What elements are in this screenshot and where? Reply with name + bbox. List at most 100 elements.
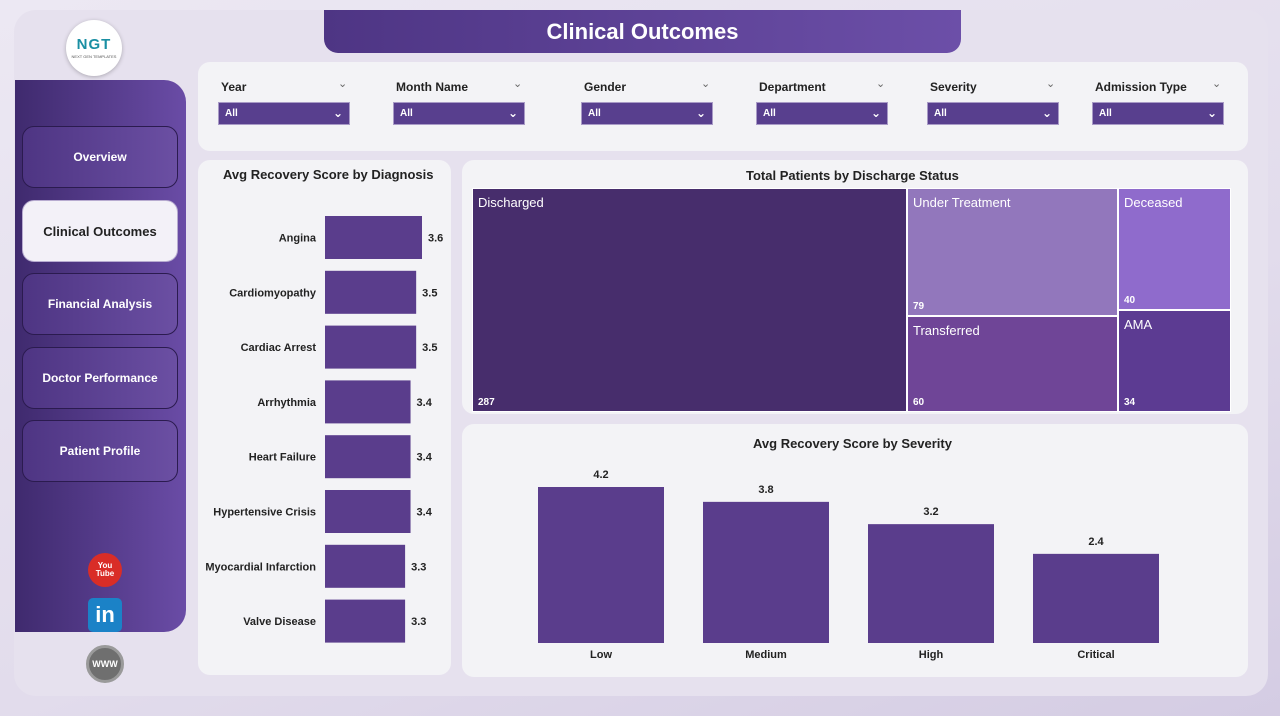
logo-text: NGT	[76, 36, 112, 53]
filter-month-value: All	[400, 108, 413, 119]
filter-admission-label: Admission Type	[1095, 80, 1187, 94]
filter-severity-select[interactable]: All ⌄	[927, 102, 1059, 125]
page-title: Clinical Outcomes	[324, 10, 961, 53]
chevron-down-icon: ⌄	[870, 106, 881, 120]
brand-logo: NGT NEXT GEN TEMPLATES	[66, 20, 122, 76]
data-label: 3.6	[428, 233, 443, 245]
filter-admission-select[interactable]: All ⌄	[1092, 102, 1224, 125]
data-label: 3.8	[758, 484, 773, 496]
youtube-text-tube: Tube	[95, 569, 115, 578]
treemap-value: 287	[478, 397, 495, 408]
data-label: 3.2	[923, 506, 938, 518]
chevron-down-icon[interactable]: ⌄	[1212, 78, 1222, 90]
severity-chart-panel: Avg Recovery Score by Severity 4.2 Low 3.8…	[462, 424, 1248, 677]
data-label: 3.4	[417, 507, 433, 519]
filter-gender-label: Gender	[584, 80, 627, 94]
chevron-down-icon: ⌄	[1041, 106, 1052, 120]
treemap-cell-transferred[interactable]: Transferred 60	[907, 316, 1118, 412]
category-label: Cardiac Arrest	[241, 342, 317, 354]
treemap-cell-ama[interactable]: AMA 34	[1118, 310, 1231, 412]
data-label: 4.2	[593, 469, 608, 481]
data-label: 2.4	[1088, 536, 1104, 548]
chevron-down-icon: ⌄	[1206, 106, 1217, 120]
diagnosis-chart-title: Avg Recovery Score by Diagnosis	[223, 167, 434, 182]
filter-year-label: Year	[221, 80, 247, 94]
treemap-value: 60	[913, 397, 925, 408]
linkedin-icon[interactable]: in	[88, 598, 122, 632]
category-label: Hypertensive Crisis	[213, 507, 316, 519]
data-label: 3.5	[422, 287, 437, 299]
chevron-down-icon: ⌄	[507, 106, 518, 120]
treemap-label: AMA	[1124, 317, 1153, 332]
bar	[325, 544, 406, 588]
treemap-label: Under Treatment	[913, 195, 1011, 210]
treemap-label: Transferred	[913, 323, 980, 338]
filter-month-select[interactable]: All ⌄	[393, 102, 525, 125]
data-label: 3.3	[411, 561, 426, 573]
filter-month-label: Month Name	[396, 80, 468, 94]
bar	[325, 216, 422, 259]
bar	[325, 325, 417, 369]
chevron-down-icon[interactable]: ⌄	[701, 78, 711, 90]
nav-overview[interactable]: Overview	[22, 126, 178, 188]
filter-department-value: All	[763, 108, 776, 119]
category-label: Arrhythmia	[257, 397, 317, 409]
filter-year-value: All	[225, 108, 238, 119]
data-label: 3.5	[422, 342, 437, 354]
bar	[1033, 553, 1159, 643]
category-label: Myocardial Infarction	[205, 561, 316, 573]
category-label: Medium	[745, 649, 787, 661]
bar	[325, 599, 406, 643]
chevron-down-icon[interactable]: ⌄	[513, 78, 523, 90]
nav-doctor-performance[interactable]: Doctor Performance	[22, 347, 178, 409]
treemap-value: 40	[1124, 295, 1136, 306]
youtube-icon[interactable]: You Tube	[88, 553, 122, 587]
treemap-cell-discharged[interactable]: Discharged 287	[472, 188, 907, 412]
treemap-label: Discharged	[478, 195, 544, 210]
chevron-down-icon[interactable]: ⌄	[338, 78, 348, 90]
filter-department-select[interactable]: All ⌄	[756, 102, 888, 125]
youtube-text-you: You	[97, 561, 113, 570]
logo-subtext: NEXT GEN TEMPLATES	[71, 54, 117, 59]
bar	[325, 490, 411, 533]
bar	[325, 435, 411, 479]
chevron-down-icon: ⌄	[332, 106, 343, 120]
category-label: High	[919, 649, 944, 661]
category-label: Cardiomyopathy	[229, 287, 317, 299]
chevron-down-icon[interactable]: ⌄	[1046, 78, 1056, 90]
treemap-label: Deceased	[1124, 195, 1183, 210]
filter-gender-select[interactable]: All ⌄	[581, 102, 713, 125]
diagnosis-bar-chart: Angina 3.6 Cardiomyopathy 3.5 Cardiac Arrest…	[205, 216, 443, 643]
filter-admission-value: All	[1099, 108, 1112, 119]
treemap-cell-deceased[interactable]: Deceased 40	[1118, 188, 1231, 310]
filter-severity-value: All	[934, 108, 947, 119]
chevron-down-icon: ⌄	[695, 106, 706, 120]
treemap-value: 79	[913, 301, 925, 312]
bar	[325, 380, 411, 424]
filter-year-select[interactable]: All ⌄	[218, 102, 350, 125]
nav-patient-profile[interactable]: Patient Profile	[22, 420, 178, 482]
data-label: 3.3	[411, 616, 426, 628]
category-label: Low	[590, 649, 612, 661]
nav-financial-analysis[interactable]: Financial Analysis	[22, 273, 178, 335]
data-label: 3.4	[417, 397, 433, 409]
diagnosis-chart-panel: Avg Recovery Score by Diagnosis Angina 3.…	[198, 160, 451, 675]
bar	[868, 524, 994, 643]
category-label: Critical	[1077, 649, 1114, 661]
category-label: Angina	[279, 233, 317, 245]
treemap-value: 34	[1124, 397, 1136, 408]
treemap-cell-under-treatment[interactable]: Under Treatment 79	[907, 188, 1118, 316]
category-label: Heart Failure	[249, 452, 316, 464]
bar	[325, 270, 417, 314]
discharge-treemap-panel: Total Patients by Discharge Status Disch…	[462, 160, 1248, 414]
chevron-down-icon[interactable]: ⌄	[876, 78, 886, 90]
filter-department-label: Department	[759, 80, 826, 94]
severity-chart-title: Avg Recovery Score by Severity	[753, 436, 952, 451]
bar	[538, 487, 664, 643]
severity-bar-chart: 4.2 Low 3.8 Medium 3.2 High 2.4 Critical	[538, 469, 1159, 661]
category-label: Valve Disease	[243, 616, 316, 628]
filter-severity-label: Severity	[930, 80, 977, 94]
nav-clinical-outcomes[interactable]: Clinical Outcomes	[22, 200, 178, 262]
website-icon[interactable]: WWW	[86, 645, 124, 683]
filter-gender-value: All	[588, 108, 601, 119]
